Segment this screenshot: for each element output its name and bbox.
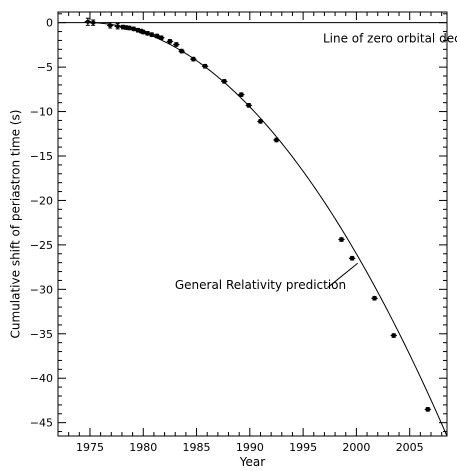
y-tick-label: −30 (30, 283, 53, 296)
data-point (348, 255, 356, 261)
data-point (337, 237, 345, 243)
y-tick-label: −35 (30, 328, 53, 341)
x-tick-label: 2000 (342, 441, 370, 454)
data-point (189, 56, 197, 62)
plot-frame (57, 11, 448, 437)
point-marker (337, 237, 345, 243)
data-point (220, 78, 228, 84)
point-marker (390, 333, 398, 339)
x-tick-label: 1980 (129, 441, 157, 454)
data-point (106, 22, 114, 29)
x-tick-label: 1990 (236, 441, 264, 454)
x-axis-label: Year (239, 455, 265, 469)
y-axis: 0 −5 −10 −15 −20 −25 −30 −35 −40 −45 (30, 13, 447, 433)
point-marker (157, 35, 165, 41)
x-tick-label: 1995 (289, 441, 317, 454)
y-tick-label: −5 (37, 61, 53, 74)
gr-prediction-curve (87, 22, 448, 437)
x-tick-label: 1975 (76, 441, 104, 454)
data-point (237, 92, 245, 98)
point-marker (348, 255, 356, 261)
point-marker (178, 48, 186, 54)
point-marker (106, 22, 114, 28)
point-marker (245, 102, 253, 108)
point-marker (148, 32, 156, 38)
point-marker (371, 295, 379, 301)
data-point (256, 118, 264, 124)
annotation-gr-prediction: General Relativity prediction (175, 278, 346, 292)
data-point (89, 19, 97, 26)
data-point (424, 406, 432, 412)
y-tick-label: −40 (30, 372, 53, 385)
y-tick-label: −25 (30, 239, 53, 252)
x-tick-label: 1985 (183, 441, 211, 454)
data-point (166, 38, 174, 44)
point-marker (237, 92, 245, 98)
data-point (157, 35, 165, 41)
point-marker (220, 78, 228, 84)
data-point (390, 333, 398, 339)
point-marker (172, 41, 180, 47)
point-marker (114, 23, 122, 29)
data-point (114, 23, 122, 30)
data-points (84, 17, 432, 412)
point-marker (256, 118, 264, 124)
point-marker (201, 63, 209, 69)
y-tick-label: −10 (30, 106, 53, 119)
data-point (371, 295, 379, 301)
point-marker (166, 38, 174, 44)
x-tick-label: 2005 (396, 441, 424, 454)
data-point (84, 17, 92, 26)
data-point (178, 48, 186, 54)
point-marker (84, 19, 92, 25)
point-marker (189, 56, 197, 62)
y-tick-label: −45 (30, 417, 53, 430)
data-point (245, 102, 253, 108)
data-point (148, 32, 156, 38)
gr-annotation-leader-line (327, 262, 358, 288)
x-axis: 1975 1980 1985 1990 1995 2000 2005 (57, 12, 443, 454)
y-axis-label: Cumulative shift of periastron time (s) (9, 110, 23, 339)
point-marker (424, 406, 432, 412)
point-marker (89, 20, 97, 26)
y-tick-label: −15 (30, 150, 53, 163)
annotation-zero-decay: Line of zero orbital decay (323, 32, 457, 46)
y-tick-label: −20 (30, 194, 53, 207)
data-point (201, 63, 209, 69)
data-point (172, 41, 180, 47)
y-tick-label: 0 (46, 17, 53, 30)
point-marker (272, 137, 280, 143)
data-point (272, 137, 280, 143)
